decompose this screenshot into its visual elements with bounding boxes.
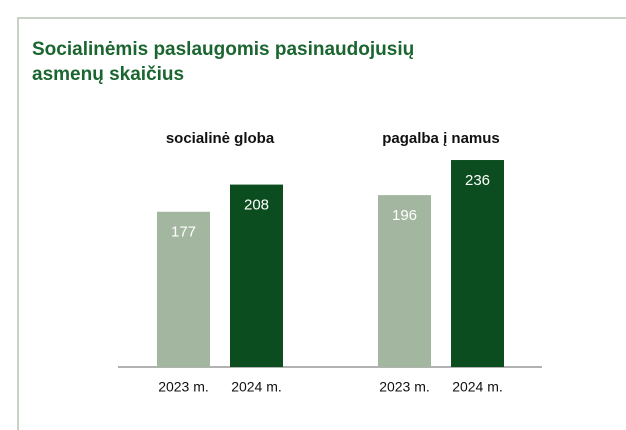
bar	[378, 195, 431, 367]
frame	[17, 17, 626, 430]
value-label: 236	[465, 172, 490, 189]
bar	[230, 184, 283, 367]
chart-title: Socialinėmis paslaugomis pasinaudojusių	[32, 39, 414, 60]
value-label: 196	[392, 207, 417, 224]
bar	[157, 211, 210, 367]
x-tick-label: 2024 m.	[452, 379, 503, 395]
x-tick-label: 2023 m.	[158, 379, 209, 395]
x-tick-label: 2024 m.	[231, 379, 282, 395]
value-label: 177	[171, 224, 196, 241]
chart-title: asmenų skaičius	[32, 64, 184, 85]
group-title: socialinė globa	[166, 130, 275, 147]
x-tick-label: 2023 m.	[379, 379, 430, 395]
bar	[451, 160, 504, 367]
value-label: 208	[244, 197, 269, 214]
group-title: pagalba į namus	[382, 130, 500, 147]
